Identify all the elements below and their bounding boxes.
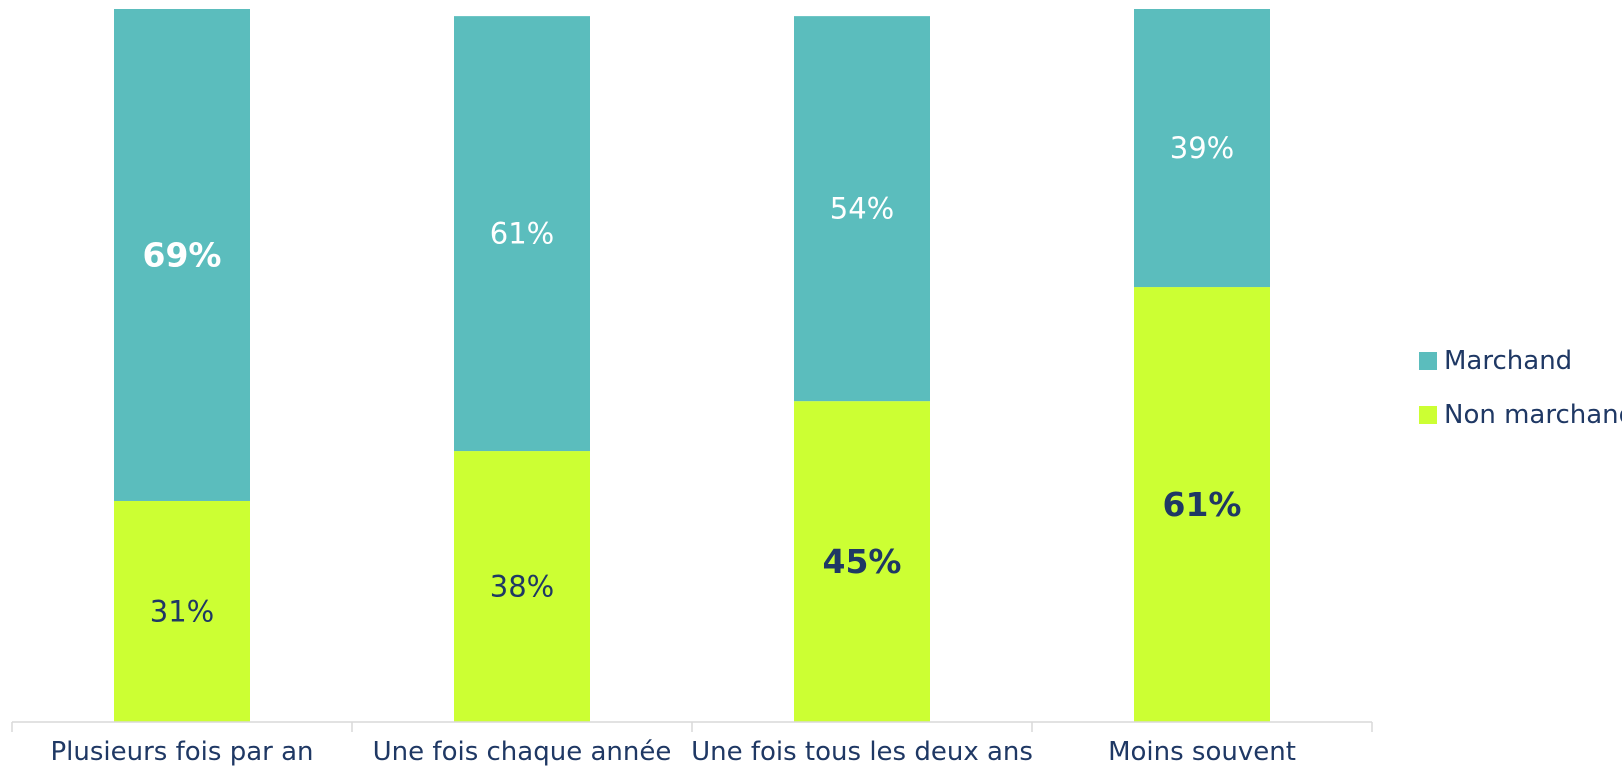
value-label: 45% [823, 542, 902, 581]
category-label: Une fois tous les deux ans [691, 737, 1033, 767]
value-label: 39% [1170, 131, 1234, 165]
category-label: Une fois chaque année [373, 737, 672, 767]
legend-label: Marchand [1444, 346, 1572, 376]
legend-swatch [1419, 352, 1437, 370]
bar-non-marchand-3 [794, 401, 930, 722]
category-label: Plusieurs fois par an [50, 737, 313, 767]
value-label: 61% [490, 217, 554, 251]
legend: Marchand Non marchand [1419, 346, 1622, 430]
value-label: 54% [830, 192, 894, 226]
legend-swatch [1419, 406, 1437, 424]
bar-marchand-4 [1134, 9, 1270, 288]
value-labels: 31% 69% 38% 61% 45% 54% 61% 39% [143, 131, 1242, 628]
category-label: Moins souvent [1108, 737, 1296, 767]
bar-non-marchand-4 [1134, 287, 1270, 722]
bar-marchand-2 [454, 16, 590, 452]
value-label: 69% [143, 235, 222, 274]
value-label: 38% [490, 570, 554, 604]
bar-non-marchand-2 [454, 451, 590, 722]
bar-marchand-1 [114, 9, 250, 501]
legend-label: Non marchand [1444, 400, 1622, 430]
bar-marchand-3 [794, 16, 930, 402]
value-label: 31% [150, 594, 214, 628]
category-labels: Plusieurs fois par an Une fois chaque ann… [50, 737, 1295, 767]
x-axis [11, 721, 1373, 732]
bars-layer [114, 9, 1270, 722]
value-label: 61% [1163, 485, 1242, 524]
bar-non-marchand-1 [114, 500, 250, 722]
